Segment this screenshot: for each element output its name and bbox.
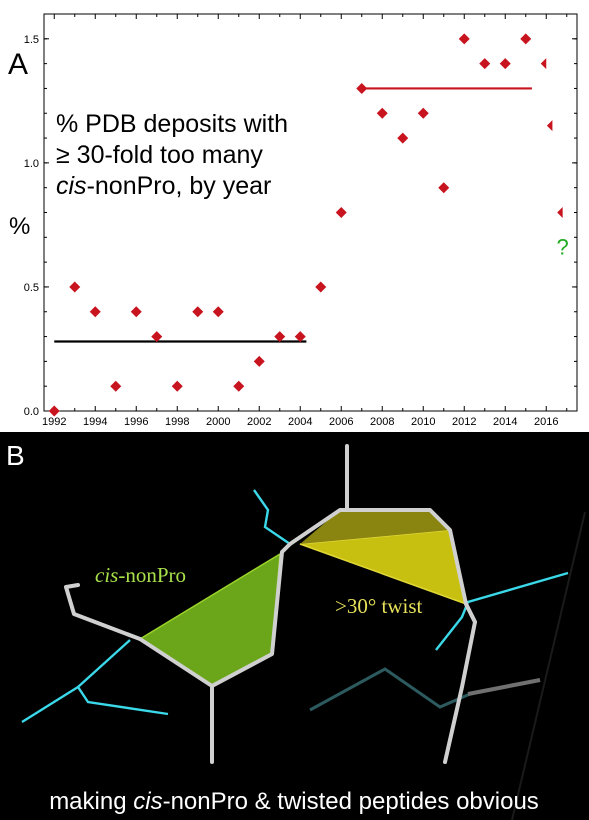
y-tick-label: 1.5 — [24, 34, 39, 46]
x-tick-label: 2002 — [247, 416, 271, 428]
side-chain-left-2 — [77, 639, 131, 688]
data-point — [89, 306, 101, 318]
data-point — [253, 355, 265, 367]
scatter-chart: A % % PDB deposits with ≥ 30-fold too ma… — [8, 13, 578, 428]
data-point — [69, 281, 81, 293]
data-point — [376, 107, 388, 119]
caption-part-2: -nonPro & twisted peptides obvious — [163, 788, 539, 815]
data-point — [151, 331, 163, 343]
data-point — [233, 380, 245, 392]
y-tick-label: 0.5 — [24, 282, 39, 294]
chart-title-line-1: % PDB deposits with — [56, 110, 288, 138]
data-point — [438, 182, 450, 194]
peptide-illustration: B cis-nonPro >30° twist making cis-nonPr… — [6, 440, 586, 820]
chart-title-line-3: cis-nonPro, by year — [56, 172, 271, 200]
side-chain-right — [435, 571, 569, 651]
panel-a-chart: A % % PDB deposits with ≥ 30-fold too ma… — [8, 13, 578, 428]
data-point — [171, 380, 183, 392]
x-tick-label: 2010 — [411, 416, 435, 428]
x-tick-label: 2014 — [493, 416, 517, 428]
side-chain-top — [253, 489, 291, 545]
x-tick-label: 2008 — [370, 416, 394, 428]
data-point-partial — [557, 207, 563, 218]
data-point — [315, 281, 327, 293]
background-strand-grey — [467, 678, 541, 696]
twist-peptide-plane-dark — [300, 510, 450, 544]
chart-title-cis: cis — [56, 172, 87, 200]
cis-nonpro-label: cis-nonPro — [95, 563, 186, 587]
data-point-partial — [540, 58, 547, 70]
plot-frame — [43, 13, 578, 412]
data-point-partial — [546, 120, 553, 132]
x-tick-label: 1992 — [42, 416, 66, 428]
cis-label-rest: -nonPro — [118, 563, 186, 587]
caption-part-1: making — [49, 788, 133, 815]
data-point — [397, 132, 409, 144]
data-point — [417, 107, 429, 119]
x-tick-label: 2006 — [329, 416, 353, 428]
caption-cis: cis — [133, 788, 162, 815]
data-point — [110, 380, 122, 392]
data-point — [520, 33, 532, 45]
data-point — [294, 331, 306, 343]
background-strand — [309, 667, 541, 712]
data-point — [479, 58, 491, 70]
backbone-cb-3 — [464, 602, 477, 624]
backbone — [64, 444, 477, 764]
side-chain-left — [21, 685, 169, 724]
data-point — [499, 58, 511, 70]
caption: making cis-nonPro & twisted peptides obv… — [49, 788, 539, 815]
y-axis-label: % — [9, 213, 30, 240]
x-tick-label: 1994 — [83, 416, 107, 428]
data-point — [130, 306, 142, 318]
chart-title-line-2: ≥ 30-fold too many — [56, 141, 263, 169]
twist-label: >30° twist — [335, 594, 422, 618]
x-tick-label: 2016 — [534, 416, 558, 428]
data-point — [192, 306, 204, 318]
x-tick-label: 2000 — [206, 416, 230, 428]
side-chains — [21, 489, 569, 724]
panel-b-molecule: B cis-nonPro >30° twist making cis-nonPr… — [0, 432, 589, 820]
data-point — [458, 33, 470, 45]
x-tick-label: 1998 — [165, 416, 189, 428]
x-tick-label: 1996 — [124, 416, 148, 428]
cis-label-italic: cis — [95, 563, 118, 587]
plot-area: 0.0 0.5 1.0 1.5 1992 1994 1996 1998 2000 2002 2004… — [24, 13, 578, 428]
y-tick-label: 0.0 — [24, 406, 39, 418]
data-point — [274, 331, 286, 343]
y-tick-label: 1.0 — [24, 158, 39, 170]
panel-a-label: A — [8, 48, 28, 81]
x-tick-label: 2004 — [288, 416, 312, 428]
question-mark: ? — [557, 234, 569, 259]
backbone-left — [64, 583, 142, 641]
panel-b-label: B — [6, 440, 25, 471]
data-point — [48, 405, 60, 417]
data-point — [356, 82, 368, 94]
x-tick-label: 2012 — [452, 416, 476, 428]
chart-title-rest: -nonPro, by year — [87, 172, 272, 200]
data-point — [212, 306, 224, 318]
backbone-main — [138, 508, 477, 764]
data-point — [335, 207, 347, 218]
background-diagonal — [511, 511, 586, 820]
